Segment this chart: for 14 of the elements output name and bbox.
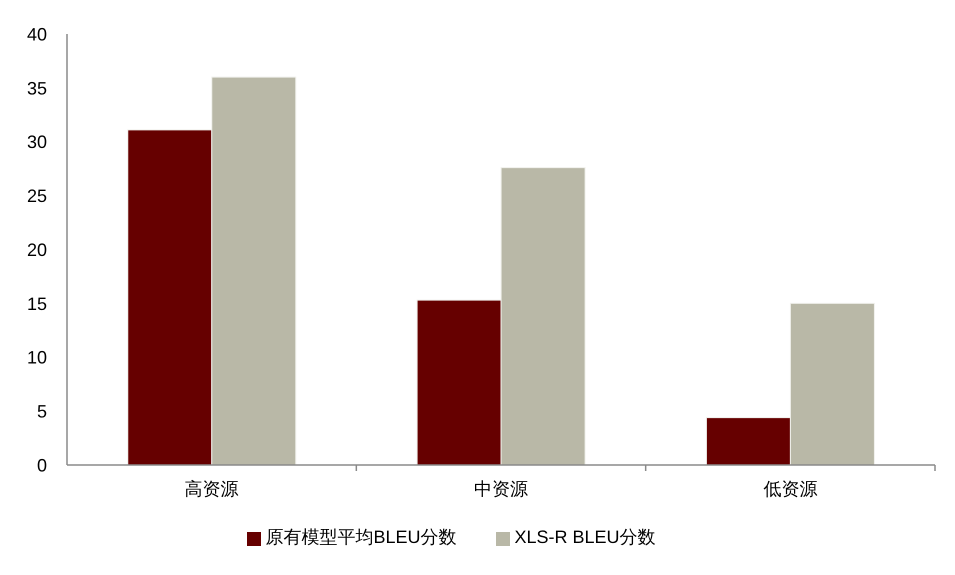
- x-tick-label: 高资源: [184, 479, 239, 499]
- y-tick-label: 20: [26, 240, 47, 260]
- y-tick-label: 35: [26, 78, 47, 98]
- y-tick-label: 0: [36, 455, 47, 476]
- y-tick-label: 25: [26, 186, 47, 206]
- y-tick-label: 15: [26, 294, 47, 314]
- y-tick-label: 40: [26, 24, 47, 44]
- x-tick-label: 低资源: [763, 479, 818, 499]
- y-tick-label: 10: [26, 348, 47, 368]
- x-tick-label: 中资源: [474, 479, 528, 499]
- y-tick-label: 30: [26, 132, 47, 152]
- legend-label: 原有模型平均BLEU分数: [265, 527, 456, 547]
- legend-label: XLS-R BLEU分数: [514, 527, 656, 547]
- y-tick-label: 5: [36, 402, 47, 422]
